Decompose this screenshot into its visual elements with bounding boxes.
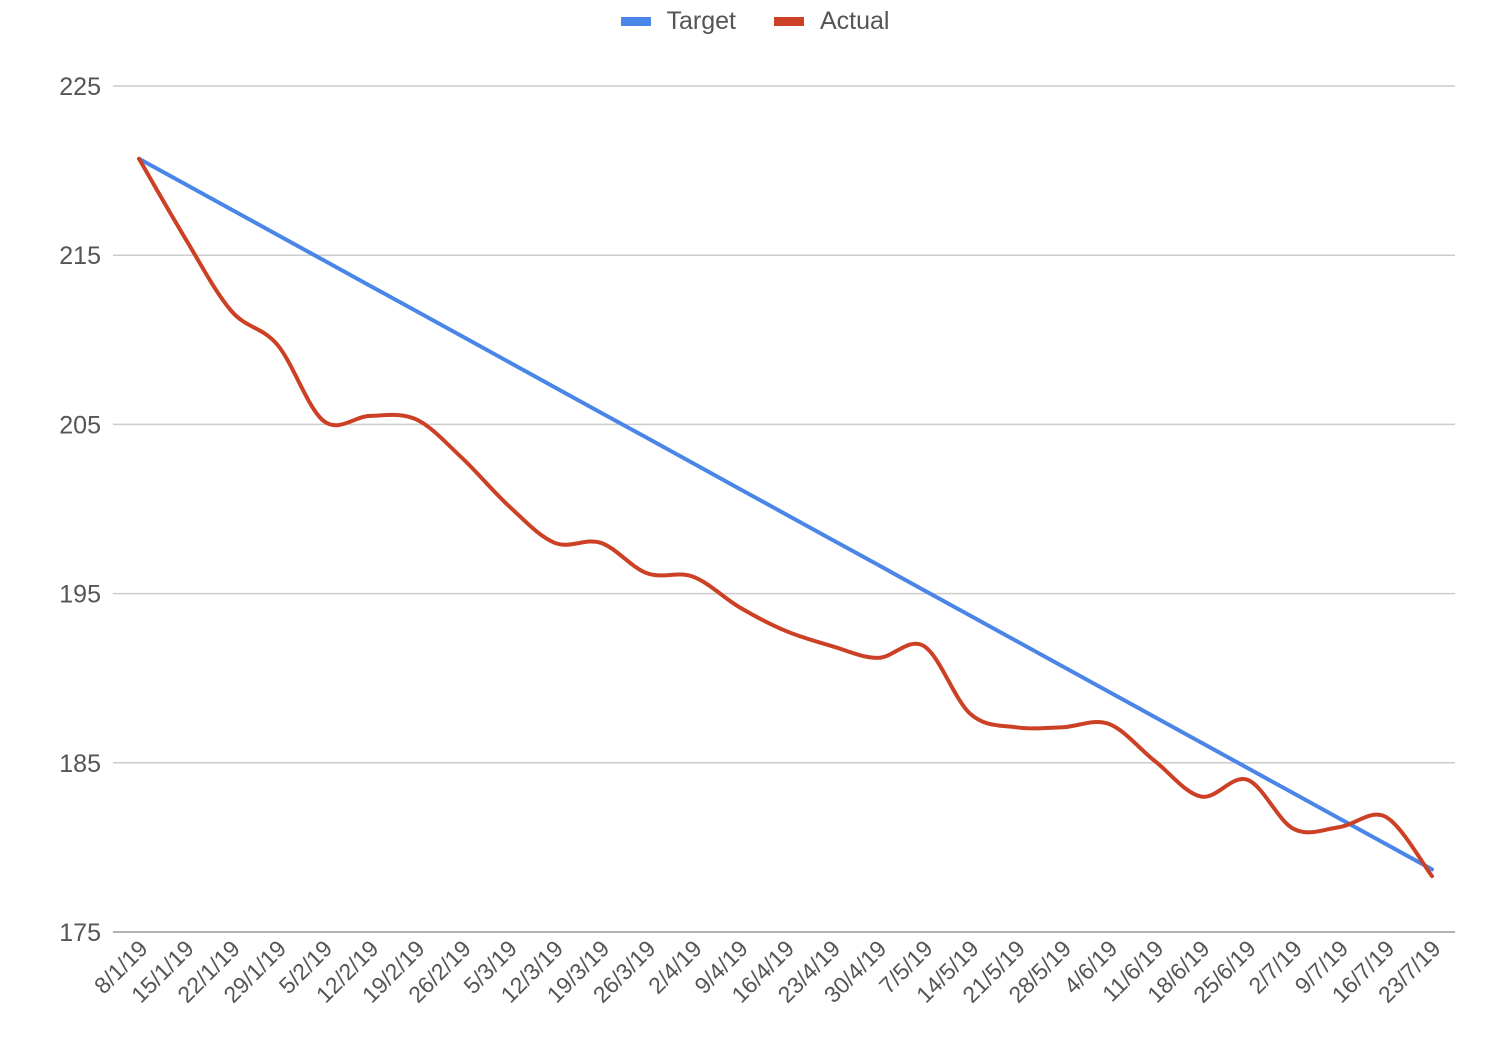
legend-swatch-actual bbox=[774, 16, 804, 26]
y-tick-label: 195 bbox=[59, 581, 101, 609]
series-line-target[interactable] bbox=[137, 156, 1434, 872]
legend-label-actual: Actual bbox=[820, 6, 890, 35]
legend-label-target: Target bbox=[666, 6, 736, 35]
series-line-actual[interactable] bbox=[137, 156, 1434, 879]
legend: Target Actual bbox=[0, 4, 1510, 38]
y-tick-label: 185 bbox=[59, 750, 101, 778]
legend-item-target[interactable]: Target bbox=[620, 6, 736, 36]
legend-swatch-target bbox=[620, 16, 651, 26]
legend-item-actual[interactable]: Actual bbox=[774, 7, 889, 36]
y-tick-label: 225 bbox=[59, 73, 101, 101]
y-tick-label: 215 bbox=[59, 242, 101, 270]
y-tick-label: 205 bbox=[59, 411, 101, 439]
y-tick-label: 175 bbox=[59, 919, 101, 947]
